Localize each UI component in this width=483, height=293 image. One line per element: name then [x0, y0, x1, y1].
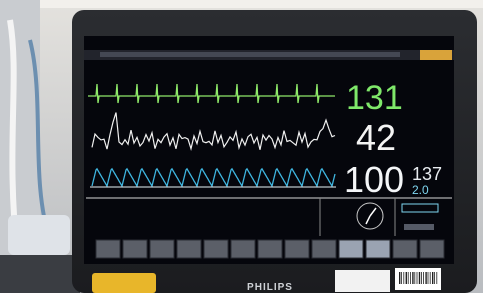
- menu-button: [285, 240, 309, 258]
- sticker: [92, 273, 156, 293]
- bar-stripe: [410, 272, 411, 284]
- perfusion-index: 2.0: [412, 183, 429, 197]
- device: [8, 215, 70, 255]
- bar-stripe: [403, 272, 404, 284]
- alarm-tag: [420, 50, 452, 60]
- menu-button: [177, 240, 201, 258]
- bar-stripe: [408, 272, 409, 284]
- status-text: [100, 52, 400, 57]
- spo2: 100: [344, 159, 404, 200]
- menu-button: [150, 240, 174, 258]
- menu-button: [204, 240, 228, 258]
- brand: PHILIPS: [247, 282, 293, 293]
- bar-stripe: [417, 272, 418, 284]
- pulse-rate: 137: [412, 164, 442, 184]
- screen: [84, 36, 454, 264]
- info-box: [404, 224, 434, 230]
- resp-rate: 42: [356, 117, 396, 158]
- bar-stripe: [421, 272, 422, 284]
- menu-button: [258, 240, 282, 258]
- menu-button: [123, 240, 147, 258]
- bar-stripe: [399, 272, 400, 284]
- bar-stripe: [432, 272, 433, 284]
- bar-stripe: [406, 272, 407, 284]
- bar-stripe: [419, 272, 420, 284]
- bar-stripe: [434, 272, 435, 284]
- bar-stripe: [430, 272, 431, 284]
- heart-rate: 131: [346, 79, 403, 117]
- bar-stripe: [425, 272, 426, 284]
- label-sticker: [335, 270, 390, 292]
- menu-button: [366, 240, 390, 258]
- bar-stripe: [414, 272, 415, 284]
- menu-button: [96, 240, 120, 258]
- menu-button: [393, 240, 417, 258]
- bar-stripe: [401, 272, 402, 284]
- bar-stripe: [436, 272, 437, 284]
- photo: 131 42 100 137 2.0 PHILIPS: [0, 0, 483, 293]
- shadow: [0, 255, 80, 293]
- menu-button: [231, 240, 255, 258]
- top-strip: [0, 0, 483, 8]
- bar-stripe: [428, 272, 429, 284]
- menu-button: [312, 240, 336, 258]
- menu-button: [339, 240, 363, 258]
- bar-stripe: [412, 272, 413, 284]
- bar-stripe: [423, 272, 424, 284]
- menu-button: [420, 240, 444, 258]
